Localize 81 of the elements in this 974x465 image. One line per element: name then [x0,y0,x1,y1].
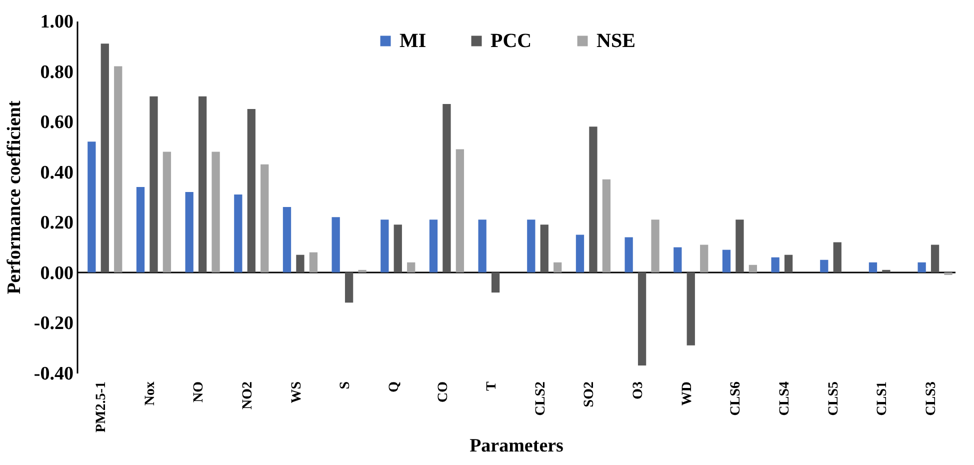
x-tick-label: CLS4 [778,382,793,416]
bar [833,242,842,272]
bar [260,164,269,272]
y-tick-label: 1.00 [40,12,74,32]
x-tick-label: WS [289,381,304,404]
y-tick-label: -0.20 [34,313,74,334]
x-tick-label: CLS5 [826,382,842,416]
x-tick-label: Nox [142,382,158,406]
x-tick-label: O3 [631,382,646,400]
bar [478,220,486,272]
bar [820,260,828,272]
legend-label: PCC [490,30,532,52]
bar [234,194,242,272]
bar [624,237,633,272]
bar [282,207,292,272]
y-tick-label: 0.40 [40,162,74,184]
bar [930,244,940,272]
bar [700,244,708,272]
y-tick-label: 0.60 [40,112,74,134]
y-axis-title: Performance coefficient [4,100,25,294]
y-tick-label: -0.40 [34,364,74,384]
x-tick-label: WD [680,382,695,406]
x-tick-label: Q [386,381,402,392]
legend-label: NSE [596,30,636,52]
x-tick-label: T [484,380,500,391]
x-tick-label: NO [192,381,207,402]
x-tick-label: CLS6 [728,382,744,416]
bar [527,220,536,272]
bar [638,272,646,366]
y-tick-label: 0.00 [40,262,74,284]
bar [456,149,464,272]
bar [674,247,682,272]
bar [651,220,660,272]
bar [554,262,562,272]
bar [198,96,207,272]
x-tick-label: CO [436,381,451,402]
bar [88,142,96,272]
x-tick-label: CLS3 [924,382,940,416]
bar [358,270,366,272]
x-tick-label: PM2.5-1 [94,382,109,432]
bar [185,192,194,272]
bar [162,152,172,272]
bar [296,254,304,272]
x-tick-label: SO2 [582,382,598,408]
bar [150,96,158,272]
bar [247,109,256,272]
bar [882,270,890,272]
bar [686,272,695,346]
bar [491,272,500,293]
bar [380,220,389,272]
bar [100,44,109,272]
x-tick-label: CLS2 [533,382,548,416]
bar [114,66,122,272]
bar [442,104,451,272]
bar [722,250,731,272]
bar [407,262,416,272]
bar [212,152,220,272]
bar [332,217,340,272]
bar [309,252,318,272]
bar [736,220,744,272]
x-tick-label: S [338,381,354,390]
y-tick-label: 0.20 [40,212,74,234]
bar [540,224,548,272]
bar [344,272,354,303]
bar [918,262,926,272]
bar [602,179,611,272]
bar [944,272,952,275]
bar [136,186,145,272]
bar [868,262,878,272]
x-tick-label: NO2 [240,382,256,410]
bar [394,224,402,272]
bar [589,126,598,272]
x-tick-label: CLS1 [875,382,890,416]
y-tick-label: 0.80 [40,62,74,83]
bar [784,254,793,272]
bar [748,264,758,272]
x-axis-title: Parameters [470,435,564,456]
legend-label: MI [400,30,426,52]
bar [576,234,584,272]
bar [771,257,780,272]
bar [429,220,438,272]
